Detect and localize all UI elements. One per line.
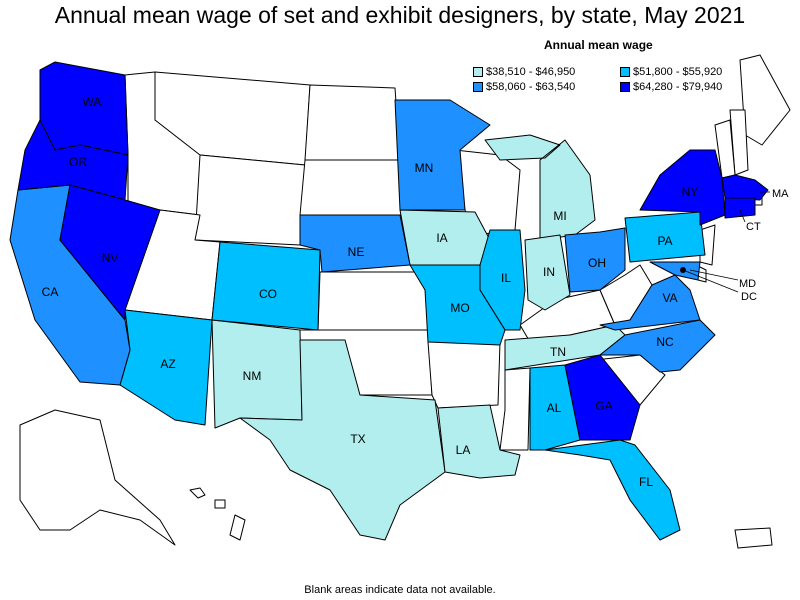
legend-swatch-bin-1 [620,67,630,77]
legend-item-bin-2: $58,060 - $63,540 [473,81,575,93]
label-oh: OH [588,256,606,270]
label-fl: FL [639,475,653,489]
label-nv: NV [102,251,119,265]
state-nc [599,319,716,373]
state-va [599,274,701,331]
legend-swatch-bin-0 [473,67,483,77]
state-md [649,261,701,281]
footnote: Blank areas indicate data not available. [304,584,496,596]
label-ma: MA [772,188,789,200]
state-ne [299,214,411,273]
label-pa: PA [657,234,672,248]
bin-2-states [9,99,716,386]
state-ga [564,354,641,441]
bin-0-states [211,134,626,541]
state-ms [499,367,531,451]
bin-3-states [17,61,769,441]
label-ny: NY [682,185,699,199]
label-or: OR [69,155,87,169]
state-me [739,54,791,146]
label-wa: WA [83,95,102,109]
state-nv [59,184,161,321]
label-tx: TX [350,432,365,446]
state-ma [721,174,769,201]
state-wy [194,154,306,246]
ct-callout-line [739,209,746,223]
state-la [437,404,521,479]
state-ks [317,271,429,331]
label-ga: GA [595,399,612,413]
legend-item-bin-1: $51,800 - $55,920 [620,66,722,78]
legend-item-bin-3: $64,280 - $79,940 [620,81,722,93]
label-dc: DC [741,291,757,303]
md-callout-line [689,269,739,281]
state-al [529,364,581,451]
legend-item-bin-0: $38,510 - $46,950 [473,66,575,78]
bin-1-states [119,211,706,541]
state-fl [544,439,681,541]
legend-label-bin-0: $38,510 - $46,950 [486,66,576,78]
state-mo [409,264,506,346]
label-in: IN [543,265,555,279]
label-il: IL [501,271,511,285]
label-tn: TN [550,345,566,359]
legend-swatch-bin-3 [620,82,630,92]
legend-label-bin-3: $64,280 - $79,940 [633,81,723,93]
label-la: LA [456,443,471,457]
legend-swatch-bin-2 [473,82,483,92]
legend-title: Annual mean wage [544,38,653,52]
state-nd [304,84,401,161]
state-mn [394,99,491,211]
label-co: CO [259,287,277,301]
map-title: Annual mean wage of set and exhibit desi… [54,2,746,28]
legend-label-bin-1: $51,800 - $55,920 [633,66,723,78]
label-mo: MO [450,301,469,315]
label-az: AZ [160,357,175,371]
label-nm: NM [243,369,262,383]
state-ar [427,341,501,409]
dc-callout-line [682,269,739,293]
state-oh [564,227,626,293]
state-ct [724,197,756,219]
legend-label-bin-2: $58,060 - $63,540 [486,81,576,93]
state-ak [19,409,176,546]
label-md: MD [739,278,756,290]
label-ne: NE [348,245,365,259]
label-nc: NC [656,335,674,349]
territory-pr [734,527,773,549]
state-pa [624,211,706,263]
label-ia: IA [436,231,447,245]
label-al: AL [547,401,562,415]
state-sd [299,159,403,216]
label-ct: CT [746,221,761,233]
state-co [211,241,321,331]
label-mn: MN [415,161,434,175]
label-ca: CA [42,285,59,299]
state-tx [239,339,446,541]
label-mi: MI [553,209,566,223]
state-in [524,234,571,311]
state-hi [189,487,246,541]
label-va: VA [662,291,677,305]
